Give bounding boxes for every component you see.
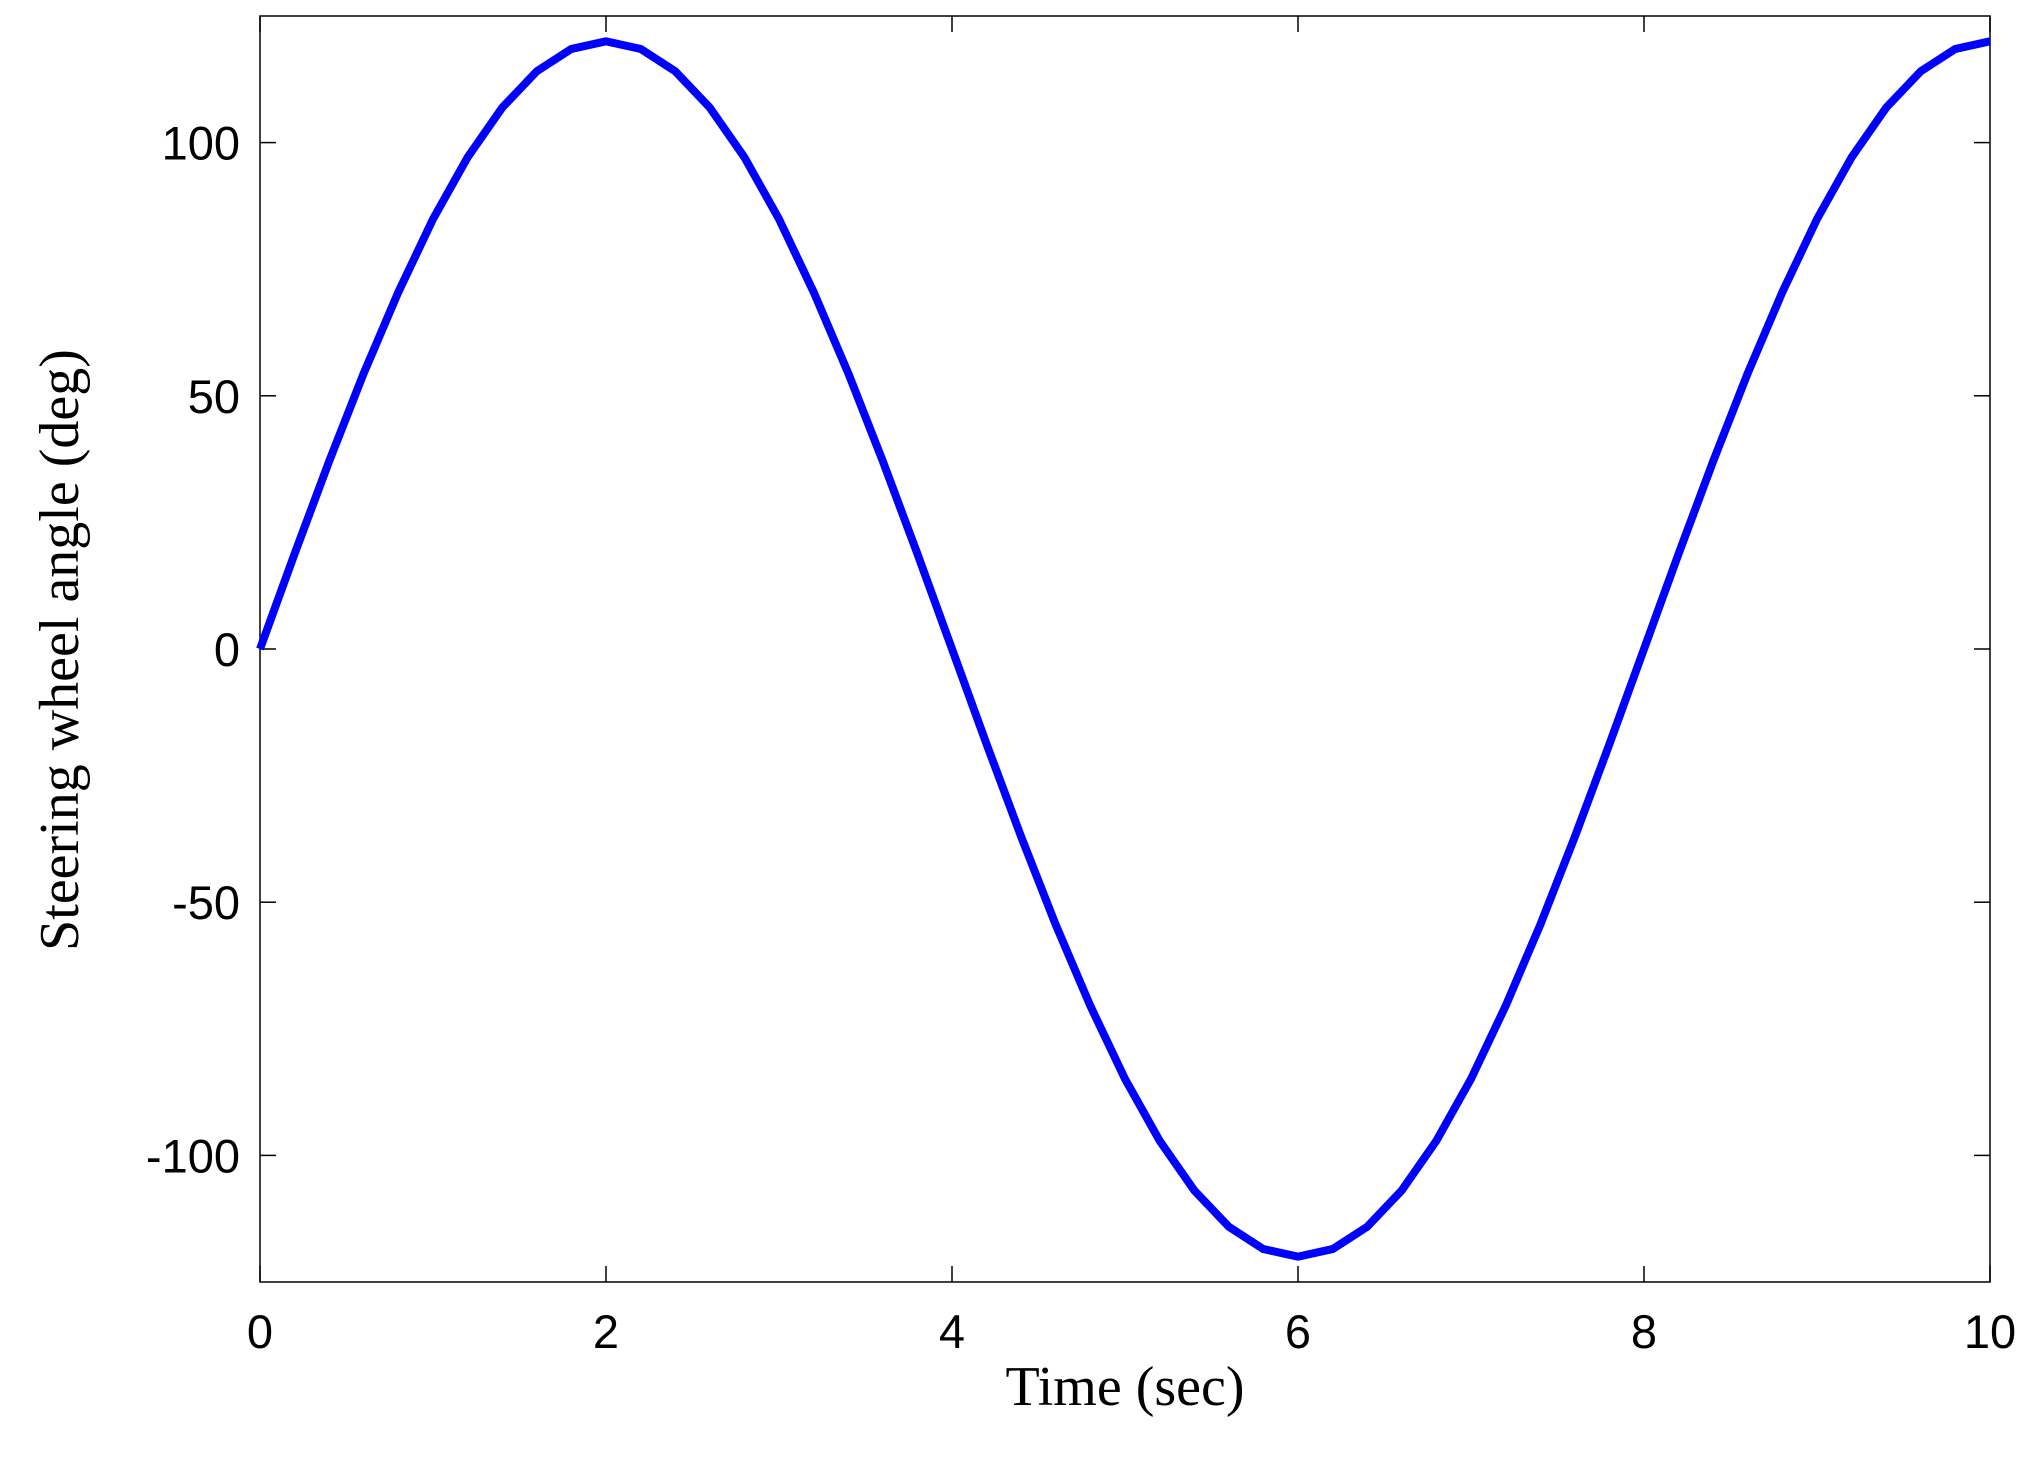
y-tick-label: 0 xyxy=(214,623,240,676)
y-tick-label: -100 xyxy=(146,1129,240,1182)
y-tick-label: 100 xyxy=(162,117,240,170)
x-axis-title: Time (sec) xyxy=(1005,1356,1244,1418)
x-tick-label: 8 xyxy=(1631,1305,1657,1358)
x-tick-label: 2 xyxy=(593,1305,619,1358)
y-axis-title: Steering wheel angle (deg) xyxy=(29,349,91,951)
plot-frame xyxy=(259,15,1991,1283)
line xyxy=(256,37,1991,1261)
x-tick-label: 6 xyxy=(1285,1305,1311,1358)
x-tick-label: 10 xyxy=(1964,1305,2016,1358)
y-tick-label: -50 xyxy=(172,876,240,929)
x-tick-label: 4 xyxy=(939,1305,965,1358)
x-tick-label: 0 xyxy=(247,1305,273,1358)
y-tick-label: 50 xyxy=(188,370,240,423)
